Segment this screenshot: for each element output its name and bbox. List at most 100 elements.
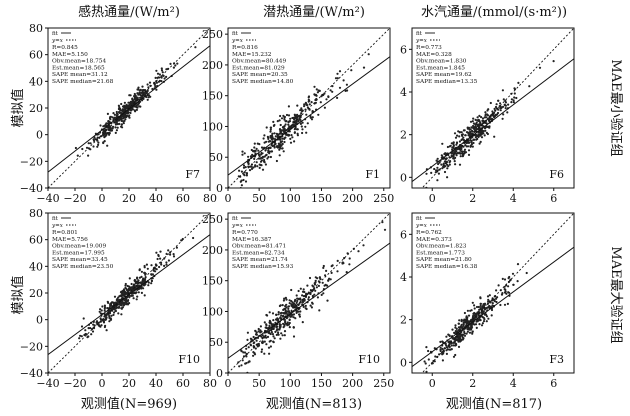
scatter-point xyxy=(246,338,249,341)
scatter-point xyxy=(273,146,276,149)
scatter-point xyxy=(296,297,299,300)
stat-line: MAE=5.150 xyxy=(52,52,88,58)
scatter-point xyxy=(260,159,263,162)
scatter-point xyxy=(493,115,497,118)
scatter-point xyxy=(314,279,317,282)
scatter-point xyxy=(253,353,257,356)
scatter-point xyxy=(155,251,158,254)
scatter-point xyxy=(305,113,308,116)
scatter-point xyxy=(443,152,446,156)
scatter-point xyxy=(120,123,123,126)
scatter-point xyxy=(304,304,307,307)
scatter-point xyxy=(260,146,264,149)
scatter-point xyxy=(469,130,472,133)
scatter-point xyxy=(459,145,462,148)
scatter-point xyxy=(247,162,250,165)
scatter-point xyxy=(133,278,136,282)
scatter-point xyxy=(465,315,468,318)
scatter-point xyxy=(181,237,184,241)
scatter-point xyxy=(160,69,164,72)
scatter-point xyxy=(113,117,116,120)
scatter-point xyxy=(89,148,92,151)
scatter-point xyxy=(299,118,302,121)
stat-line: MAE=0.373 xyxy=(416,237,452,243)
scatter-point xyxy=(441,340,444,343)
scatter-point xyxy=(74,146,77,150)
scatter-point xyxy=(265,313,268,317)
scatter-point xyxy=(517,81,520,84)
scatter-point xyxy=(292,316,295,319)
scatter-point xyxy=(279,325,282,328)
scatter-point xyxy=(290,288,293,292)
scatter-point xyxy=(512,99,515,102)
stat-line: SAPE mean=19.62 xyxy=(416,72,472,78)
x-tick-label: −40 xyxy=(36,192,59,205)
scatter-point xyxy=(336,77,339,80)
scatter-point xyxy=(250,165,253,168)
scatter-point xyxy=(497,99,500,102)
y-tick-label: 60 xyxy=(29,49,43,62)
scatter-point xyxy=(464,134,467,137)
scatter-point xyxy=(103,307,106,310)
scatter-point xyxy=(117,306,121,309)
scatter-point xyxy=(116,126,119,129)
scatter-point xyxy=(457,322,460,325)
scatter-point xyxy=(163,257,166,260)
scatter-point xyxy=(468,331,472,334)
scatter-point xyxy=(300,112,303,115)
scatter-point xyxy=(134,98,137,101)
scatter-point xyxy=(459,155,462,158)
scatter-point xyxy=(105,312,109,316)
scatter-point xyxy=(119,303,122,306)
scatter-point xyxy=(466,141,469,144)
scatter-point xyxy=(241,150,244,153)
scatter-point xyxy=(245,347,248,350)
stat-line: Obv.mean=18.754 xyxy=(52,59,106,65)
scatter-point xyxy=(486,295,490,298)
scatter-point xyxy=(489,118,492,121)
scatter-point xyxy=(506,302,509,305)
scatter-point xyxy=(472,138,476,141)
stat-line: SAPE median=21.68 xyxy=(52,79,114,85)
scatter-point xyxy=(459,331,463,334)
scatter-point xyxy=(453,160,456,163)
scatter-point xyxy=(317,284,320,287)
scatter-point xyxy=(172,255,176,258)
scatter-point xyxy=(309,292,312,296)
scatter-point xyxy=(455,338,458,342)
scatter-point xyxy=(464,320,467,323)
y-tick-label: 4 xyxy=(400,271,407,284)
scatter-point xyxy=(304,307,307,310)
scatter-point xyxy=(283,334,286,337)
scatter-point xyxy=(121,301,124,305)
scatter-point xyxy=(470,139,473,142)
scatter-point xyxy=(280,117,284,120)
x-tick-label: 4 xyxy=(510,377,517,390)
scatter-point xyxy=(293,140,296,143)
scatter-point xyxy=(257,149,260,152)
scatter-point xyxy=(286,310,289,313)
y-tick-label: −20 xyxy=(20,340,43,353)
column-title-1: 感热通量/(W/m²) xyxy=(78,4,180,20)
scatter-point xyxy=(104,324,107,327)
scatter-point xyxy=(495,297,498,300)
scatter-point xyxy=(506,111,509,114)
scatter-point xyxy=(458,340,462,343)
scatter-point xyxy=(481,322,484,325)
scatter-point xyxy=(266,335,270,338)
scatter-point xyxy=(493,300,496,303)
scatter-point xyxy=(475,326,478,329)
scatter-point xyxy=(461,334,464,337)
y-tick-label: 0 xyxy=(216,367,223,380)
scatter-point xyxy=(240,179,243,182)
scatter-point xyxy=(120,313,123,316)
scatter-point xyxy=(438,353,441,356)
scatter-point xyxy=(291,303,295,306)
scatter-point xyxy=(104,316,108,319)
scatter-point xyxy=(176,62,179,65)
scatter-point xyxy=(131,292,134,295)
scatter-point xyxy=(131,294,134,297)
scatter-point xyxy=(133,95,136,98)
scatter-point xyxy=(323,106,326,109)
scatter-point xyxy=(147,96,150,99)
